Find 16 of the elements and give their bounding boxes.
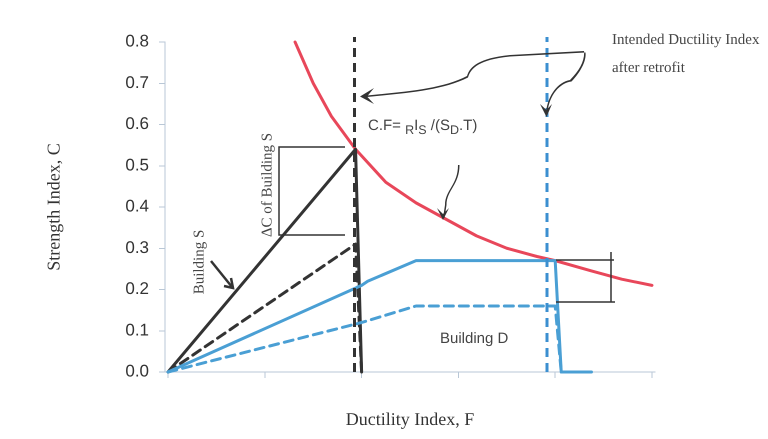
- annotation: Intended Ductility Index after retrofit: [612, 31, 760, 78]
- y-axis-title: Strength Index, C: [44, 143, 64, 271]
- y-tick-label: 0.7: [125, 72, 149, 92]
- annotation: Building D: [440, 330, 508, 347]
- annotation: C.F= $_{R}$I$_{S}$ /(S$_{D}$.T): [368, 117, 478, 137]
- y-tick-label: 0.6: [125, 114, 149, 134]
- y-tick-label: 0.1: [125, 320, 149, 340]
- annotation: ΔC of Building S: [260, 132, 276, 238]
- annotation: Building S: [192, 230, 208, 294]
- y-tick-label: 0.5: [125, 155, 149, 174]
- y-tick-label: 0.0: [125, 362, 149, 381]
- y-tick-label: 0.4: [125, 196, 149, 216]
- x-axis-title: Ductility Index, F: [346, 408, 474, 429]
- y-tick-label: 0.8: [125, 32, 149, 51]
- y-tick-label: 0.2: [125, 279, 149, 298]
- y-tick-label: 0.3: [125, 238, 149, 257]
